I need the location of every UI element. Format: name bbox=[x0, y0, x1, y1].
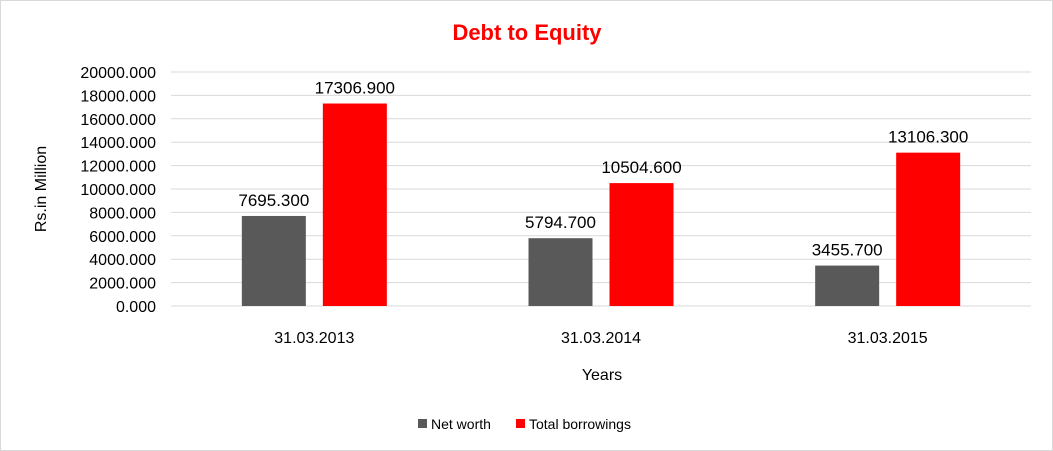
y-tick-label: 4000.000 bbox=[89, 252, 156, 269]
y-tick-label: 18000.000 bbox=[80, 88, 156, 105]
bar-total-borrowings bbox=[609, 183, 674, 306]
x-category-label: 31.03.2014 bbox=[561, 330, 641, 347]
x-category-label: 31.03.2013 bbox=[274, 330, 354, 347]
y-axis-ticks: 0.000 2000.000 4000.000 6000.000 8000.000 100… bbox=[80, 65, 156, 316]
chart-title: Debt to Equity bbox=[452, 20, 602, 45]
data-label: 17306.900 bbox=[315, 79, 395, 98]
y-tick-label: 20000.000 bbox=[80, 65, 156, 82]
bars bbox=[241, 103, 961, 306]
y-tick-label: 16000.000 bbox=[80, 112, 156, 129]
legend-label: Total borrowings bbox=[529, 416, 631, 432]
x-axis-categories: 31.03.2013 31.03.2014 31.03.2015 bbox=[274, 330, 928, 347]
data-labels: 7695.300 17306.900 5794.700 10504.600 3455.7… bbox=[238, 79, 968, 260]
legend-swatch bbox=[418, 419, 427, 428]
bar-net-worth bbox=[815, 265, 880, 306]
legend-swatch bbox=[516, 419, 525, 428]
data-label: 5794.700 bbox=[525, 213, 596, 232]
y-axis-title: Rs.in Million bbox=[33, 146, 50, 232]
y-tick-label: 2000.000 bbox=[89, 276, 156, 293]
data-label: 3455.700 bbox=[812, 241, 883, 260]
bar-net-worth bbox=[528, 238, 593, 306]
y-tick-label: 12000.000 bbox=[80, 159, 156, 176]
x-category-label: 31.03.2015 bbox=[848, 330, 928, 347]
y-tick-label: 8000.000 bbox=[89, 205, 156, 222]
y-tick-label: 10000.000 bbox=[80, 182, 156, 199]
data-label: 13106.300 bbox=[888, 128, 968, 147]
gridlines bbox=[171, 71, 1031, 307]
bar-net-worth bbox=[241, 215, 306, 306]
bar-total-borrowings bbox=[322, 103, 387, 306]
x-axis-title: Years bbox=[582, 367, 622, 384]
y-tick-label: 6000.000 bbox=[89, 229, 156, 246]
y-tick-label: 0.000 bbox=[116, 299, 156, 316]
data-label: 10504.600 bbox=[601, 158, 681, 177]
legend: Net worth Total borrowings bbox=[418, 416, 631, 432]
data-label: 7695.300 bbox=[238, 191, 309, 210]
legend-label: Net worth bbox=[431, 416, 491, 432]
bar-total-borrowings bbox=[896, 152, 961, 306]
y-tick-label: 14000.000 bbox=[80, 135, 156, 152]
